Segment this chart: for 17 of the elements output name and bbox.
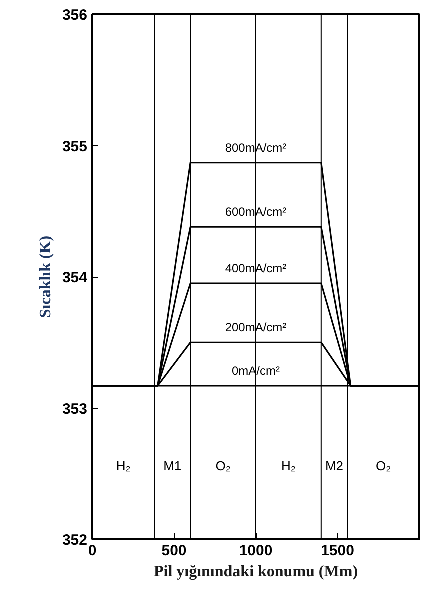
annotation: O₂	[216, 458, 231, 474]
x-tick-label: 500	[162, 542, 187, 560]
annotation: M1	[164, 458, 182, 474]
y-tick-label: 352	[62, 532, 88, 549]
annotation: O₂	[376, 458, 392, 474]
y-tick-label: 356	[62, 7, 88, 24]
x-tick-label: 0	[88, 542, 97, 560]
y-tick-label: 355	[62, 138, 88, 156]
x-tick-label: 1000	[239, 542, 273, 560]
y-axis-title: Sıcaklık (K)	[37, 236, 54, 318]
y-tick-label: 353	[62, 400, 88, 418]
annotation: M2	[325, 458, 344, 474]
x-axis-title: Pil yığınındaki konumu (Mm)	[154, 564, 358, 580]
annotation: H₂	[281, 458, 296, 474]
x-tick-label: 1500	[321, 542, 354, 560]
annotation: H₂	[116, 458, 131, 474]
y-tick-label: 354	[62, 270, 88, 286]
